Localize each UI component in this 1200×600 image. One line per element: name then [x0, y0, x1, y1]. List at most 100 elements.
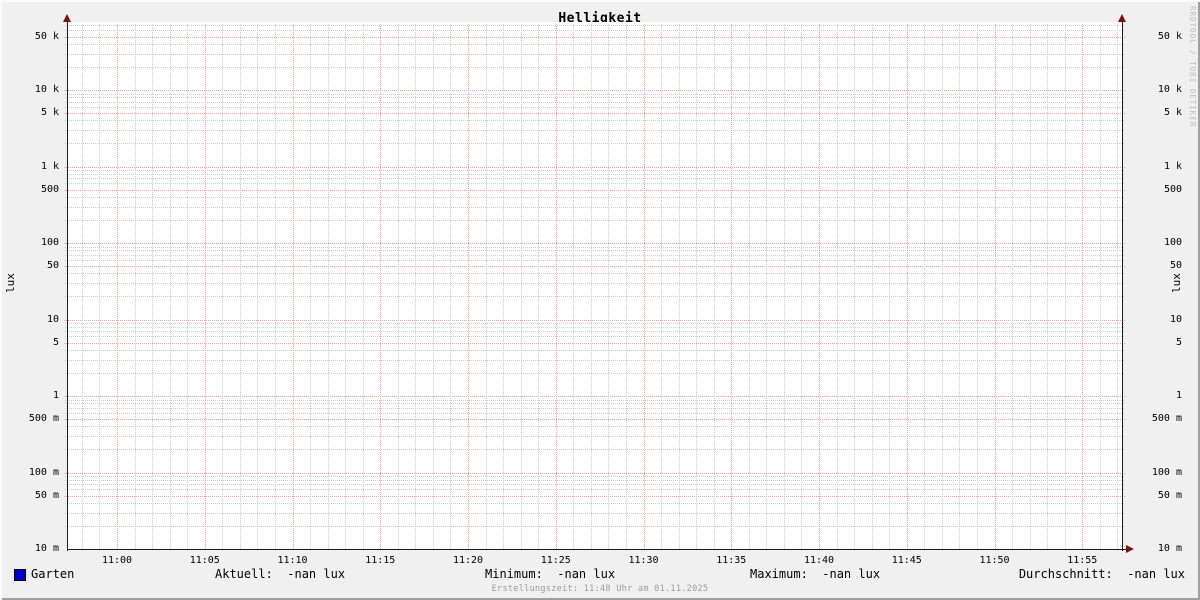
minor-gridline — [1047, 24, 1049, 549]
minor-gridline — [65, 326, 1124, 328]
major-gridline — [380, 24, 382, 549]
minor-gridline — [397, 24, 399, 549]
y-tick-label-left: 100 m — [28, 466, 59, 478]
minor-gridline — [257, 24, 259, 549]
minor-gridline — [625, 24, 627, 549]
minor-gridline — [65, 525, 1124, 527]
y-axis-left — [67, 20, 68, 551]
y-tick-label-right: 5 — [1175, 336, 1182, 348]
minor-gridline — [65, 196, 1124, 198]
y-tick-label-right: 10 — [1169, 313, 1182, 325]
minor-gridline — [748, 24, 750, 549]
minor-gridline — [65, 403, 1124, 405]
major-gridline — [731, 24, 733, 549]
minor-gridline — [65, 143, 1124, 145]
minor-gridline — [99, 24, 101, 549]
minor-gridline — [65, 399, 1124, 401]
y-axis-unit-left: lux — [4, 273, 17, 293]
y-tick-label-left: 5 — [52, 336, 59, 348]
x-axis-arrow-icon — [1126, 545, 1134, 553]
major-gridline — [64, 396, 1125, 397]
y-tick-label-left: 10 — [46, 313, 59, 325]
y-tick-label-left: 5 k — [40, 107, 59, 119]
minor-gridline — [65, 412, 1124, 414]
minor-gridline — [65, 183, 1124, 185]
minor-gridline — [152, 24, 154, 549]
minor-gridline — [345, 24, 347, 549]
major-gridline — [468, 24, 469, 549]
minor-gridline — [538, 24, 540, 549]
y-axis-arrow-left-icon — [63, 14, 71, 22]
minor-gridline — [65, 106, 1124, 108]
major-gridline — [819, 24, 820, 549]
minor-gridline — [65, 219, 1124, 221]
major-gridline — [64, 166, 1125, 168]
minor-gridline — [65, 296, 1124, 298]
stat-aktuell: Aktuell: -nan lux — [215, 567, 346, 581]
minor-gridline — [590, 24, 592, 549]
minor-gridline — [1029, 24, 1031, 549]
minor-gridline — [836, 24, 838, 549]
major-gridline — [64, 90, 1125, 91]
y-tick-label-left: 50 — [46, 260, 59, 272]
x-tick-label: 11:55 — [1067, 555, 1098, 566]
y-tick-label-right: 10 k — [1157, 84, 1182, 95]
minor-gridline — [65, 97, 1124, 99]
minor-gridline — [310, 24, 312, 549]
minor-gridline — [65, 479, 1124, 481]
minor-gridline — [485, 24, 487, 549]
major-gridline — [117, 24, 118, 549]
minor-gridline — [65, 436, 1124, 437]
y-tick-label-right: 10 m — [1157, 543, 1182, 554]
minor-gridline — [65, 101, 1124, 103]
minor-gridline — [976, 24, 978, 549]
plot-canvas — [67, 22, 1122, 549]
creation-timestamp: Erstellungszeit: 11:48 Uhr am 01.11.2025 — [491, 584, 709, 594]
major-gridline — [64, 189, 1125, 191]
minor-gridline — [415, 24, 417, 549]
stat-maximum: Maximum: -nan lux — [750, 567, 881, 581]
minor-gridline — [678, 24, 680, 549]
minor-gridline — [573, 24, 575, 549]
minor-gridline — [1064, 24, 1066, 549]
minor-gridline — [134, 24, 136, 549]
minor-gridline — [222, 24, 224, 549]
y-tick-label-right: 5 k — [1163, 107, 1182, 119]
legend-row: Garten Aktuell: -nan lux Minimum: -nan l… — [0, 567, 1200, 581]
major-gridline — [292, 24, 294, 549]
y-tick-label-right: 500 m — [1151, 413, 1182, 425]
minor-gridline — [65, 30, 1124, 32]
minor-gridline — [65, 246, 1124, 248]
y-tick-label-left: 10 m — [34, 543, 59, 554]
y-tick-label-left: 50 k — [34, 30, 59, 42]
minor-gridline — [520, 24, 522, 549]
rrdtool-watermark: RRDTOOL / TOBI OETIKER — [1188, 6, 1197, 128]
y-tick-label-right: 50 — [1169, 260, 1182, 272]
minor-gridline — [65, 283, 1124, 284]
minor-gridline — [854, 24, 856, 549]
minor-gridline — [503, 24, 505, 549]
major-gridline — [906, 24, 908, 549]
y-tick-label-left: 1 — [52, 390, 59, 401]
y-tick-label-left: 1 k — [40, 160, 59, 172]
minor-gridline — [65, 484, 1124, 486]
y-axis-right — [1122, 20, 1123, 551]
stat-durchschnitt: Durchschnitt: -nan lux — [1018, 567, 1185, 581]
y-axis-arrow-right-icon — [1118, 14, 1126, 22]
y-tick-label-left: 10 k — [34, 84, 59, 95]
major-gridline — [64, 419, 1125, 421]
major-gridline — [64, 113, 1125, 115]
major-gridline — [64, 243, 1125, 244]
legend-color-swatch — [14, 569, 26, 581]
minor-gridline — [65, 250, 1124, 252]
minor-gridline — [239, 24, 241, 549]
minor-gridline — [766, 24, 768, 549]
y-tick-label-left: 50 m — [34, 489, 59, 501]
minor-gridline — [65, 359, 1124, 361]
minor-gridline — [65, 407, 1124, 409]
minor-gridline — [65, 449, 1124, 451]
major-gridline — [64, 495, 1125, 497]
x-tick-label: 11:00 — [101, 555, 133, 566]
minor-gridline — [713, 24, 715, 549]
y-tick-label-left: 500 m — [28, 413, 59, 425]
